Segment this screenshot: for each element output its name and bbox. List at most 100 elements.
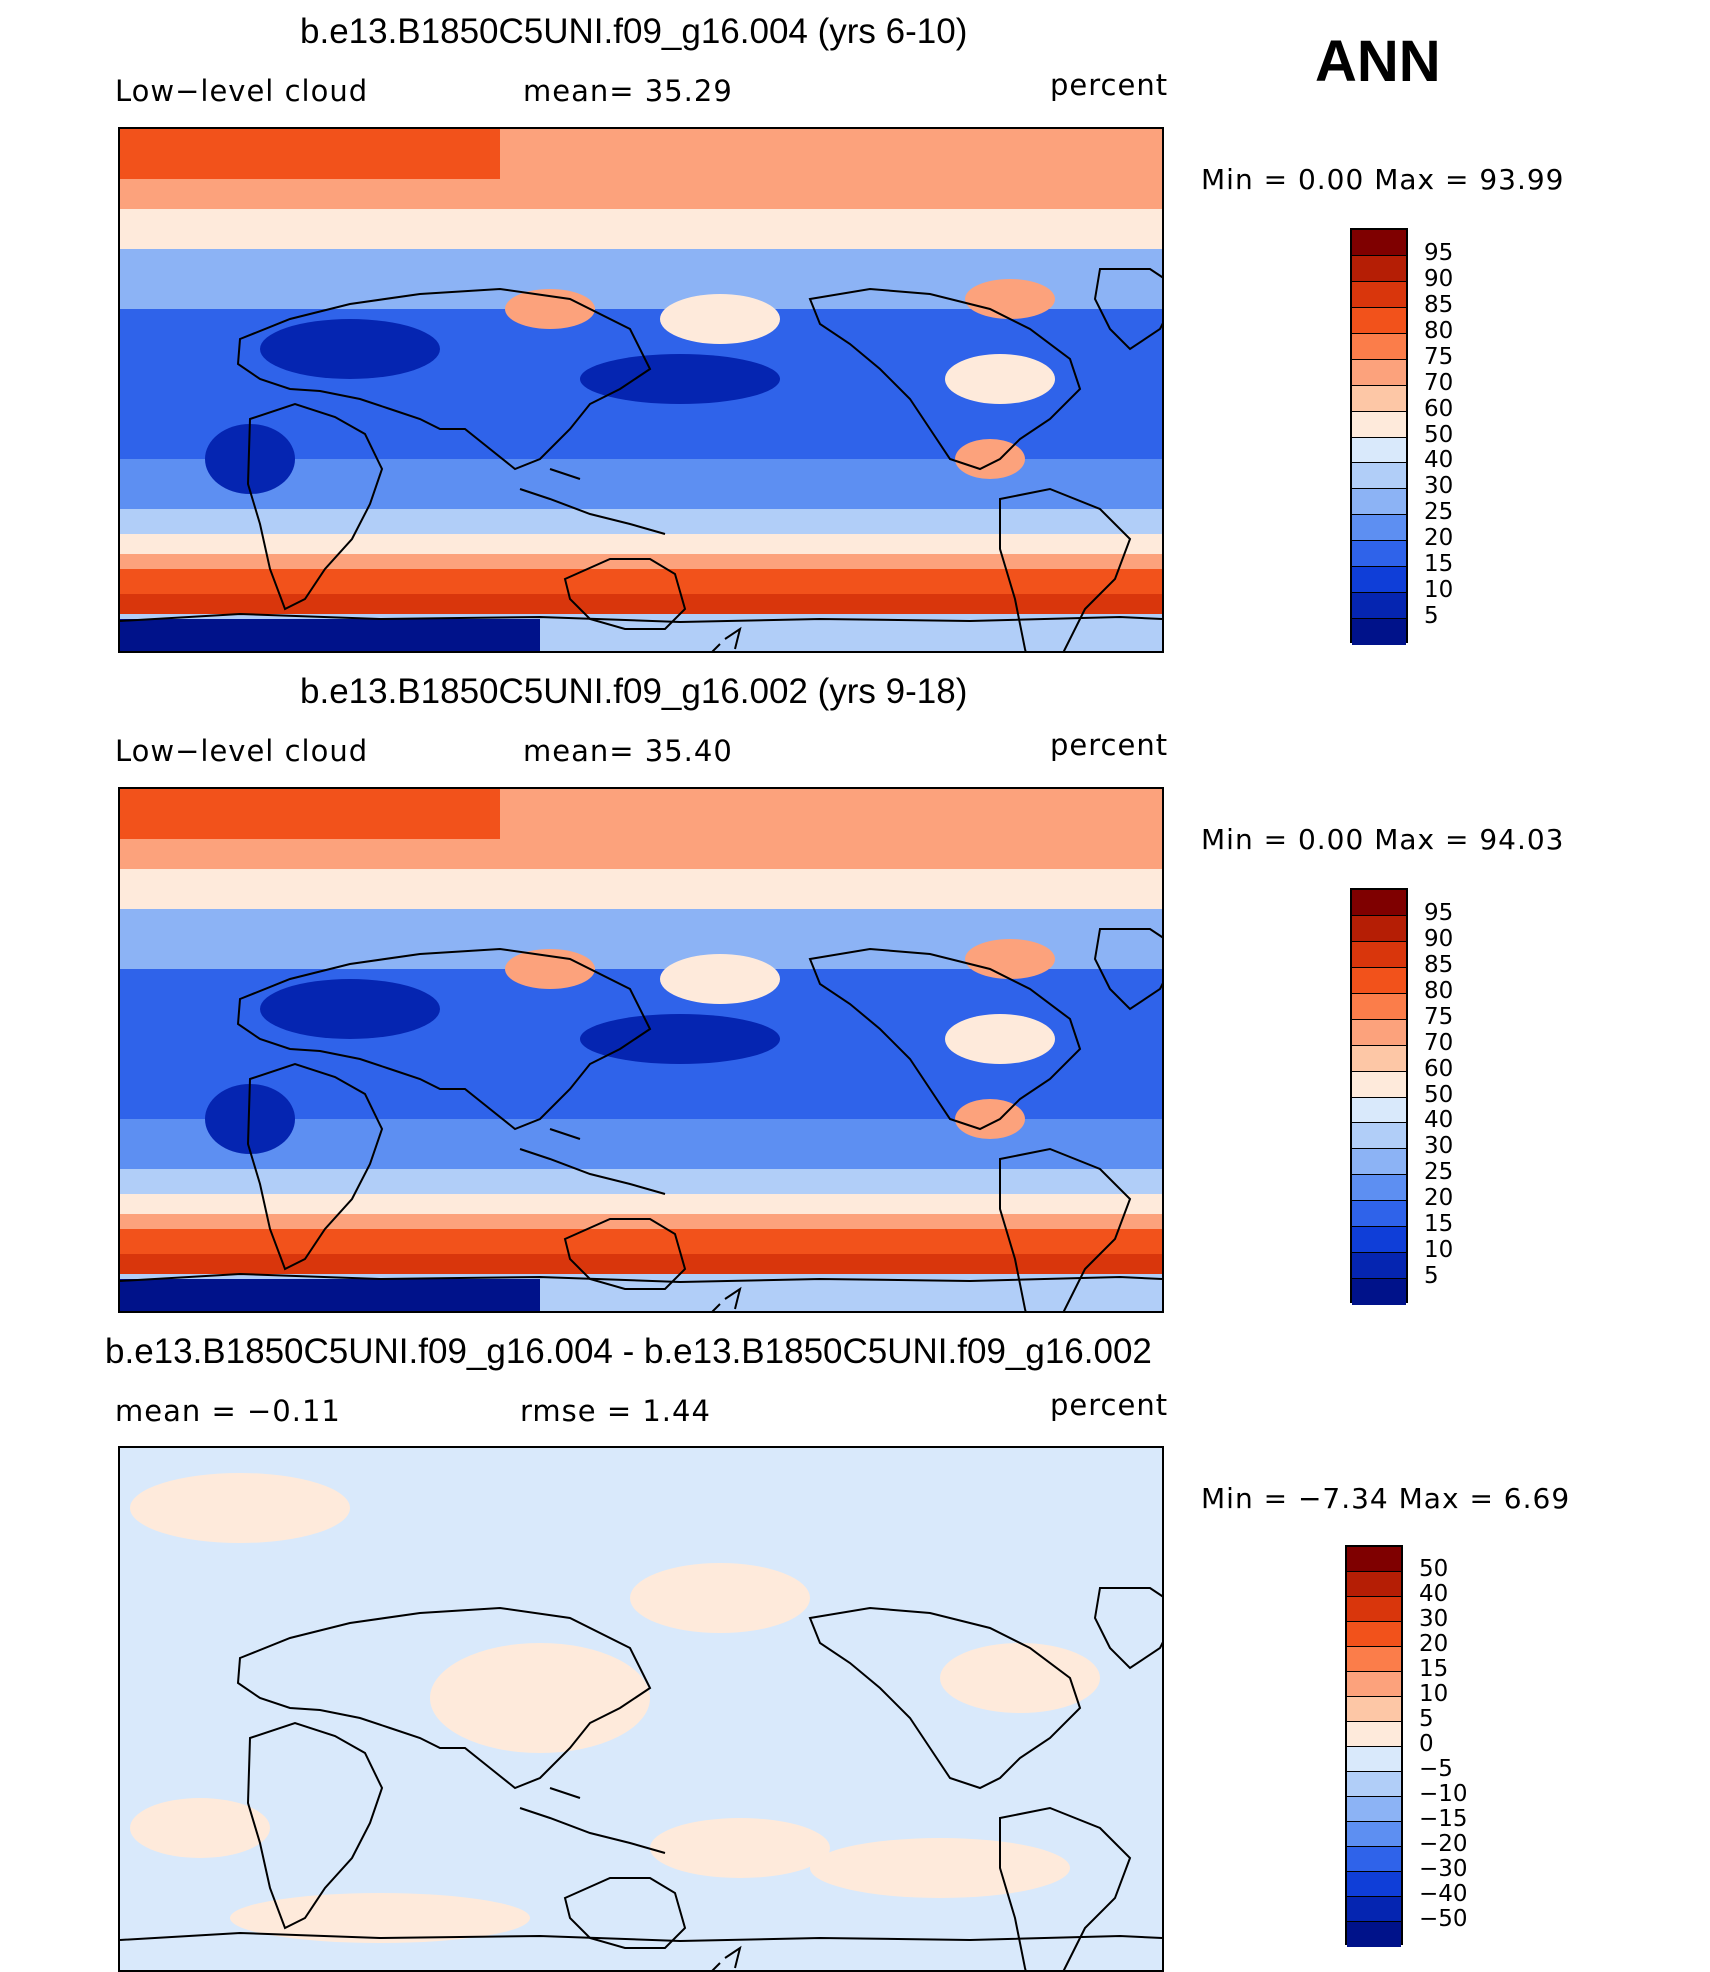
colorbar-tick-label: 5 (1419, 1706, 1434, 1732)
colorbar-swatch (1352, 1071, 1406, 1098)
colorbar-swatch (1352, 541, 1406, 568)
season-label: ANN (1315, 29, 1441, 94)
colorbar-tick-label: 85 (1424, 291, 1454, 318)
colorbar-tick-label: 75 (1424, 343, 1454, 370)
panel-3-rmse-label: rmse = 1.44 (520, 1394, 711, 1428)
colorbar-tick-label: 15 (1424, 551, 1454, 578)
colorbar-tick-label: 50 (1424, 421, 1454, 448)
colorbar-swatches (1345, 1545, 1403, 1947)
colorbar-tick-label: 5 (1424, 1263, 1439, 1290)
colorbar-swatch (1352, 437, 1406, 464)
colorbar-swatch (1352, 281, 1406, 308)
panel-2-map-field (120, 789, 1162, 1311)
colorbar-swatch (1352, 1097, 1406, 1124)
colorbar-tick-label: −50 (1419, 1906, 1468, 1932)
colorbar-tick-label: 40 (1419, 1581, 1449, 1607)
colorbar-tick-label: 10 (1424, 1237, 1454, 1264)
colorbar-swatch (1347, 1772, 1401, 1797)
colorbar-swatch (1352, 1253, 1406, 1280)
panel-3-colorbar: 50 40 30 20 15 10 5 0 −5 −10 −15 −20 −30 −40 −50 (1345, 1545, 1468, 1947)
colorbar-swatch (1352, 411, 1406, 438)
colorbar-tick-label: −10 (1419, 1781, 1468, 1807)
colorbar-swatch (1347, 1747, 1401, 1772)
colorbar-tick-label: 60 (1424, 1055, 1454, 1082)
colorbar-tick-label: 30 (1424, 473, 1454, 500)
colorbar-swatch (1352, 1149, 1406, 1176)
colorbar-tick-label: 70 (1424, 369, 1454, 396)
colorbar-swatch (1347, 1797, 1401, 1822)
colorbar-tick-label: 85 (1424, 951, 1454, 978)
panel-2-variable-label: Low−level cloud (115, 734, 369, 768)
colorbar-tick-label: 40 (1424, 1107, 1454, 1134)
colorbar-swatches (1350, 888, 1408, 1305)
panel-1-mean-label: mean= 35.29 (523, 74, 733, 108)
colorbar-tick-label: 15 (1419, 1656, 1449, 1682)
colorbar-tick-label: 70 (1424, 1029, 1454, 1056)
colorbar-swatch (1347, 1722, 1401, 1747)
panel-3-map-field (120, 1448, 1162, 1970)
colorbar-tick-label: 90 (1424, 265, 1454, 292)
colorbar-tick-label: 90 (1424, 925, 1454, 952)
colorbar-tick-label: 50 (1424, 1081, 1454, 1108)
colorbar-swatch (1347, 1697, 1401, 1722)
colorbar-tick-label: 30 (1424, 1133, 1454, 1160)
colorbar-swatch (1352, 1227, 1406, 1254)
colorbar-swatch (1352, 567, 1406, 594)
colorbar-swatch (1347, 1597, 1401, 1622)
colorbar-tick-label: 20 (1424, 525, 1454, 552)
colorbar-swatch (1352, 255, 1406, 282)
colorbar-swatch (1347, 1872, 1401, 1897)
colorbar-tick-label: 10 (1419, 1681, 1449, 1707)
panel-1-minmax: Min = 0.00 Max = 93.99 (1201, 163, 1565, 196)
colorbar-tick-label: −15 (1419, 1806, 1468, 1832)
colorbar-swatch (1352, 593, 1406, 620)
panel-2-units: percent (1050, 728, 1169, 762)
panel-3-map (118, 1446, 1164, 1972)
colorbar-tick-label: 5 (1424, 603, 1439, 630)
colorbar-tick-label: 75 (1424, 1003, 1454, 1030)
colorbar-swatch (1347, 1572, 1401, 1597)
colorbar-swatch (1352, 915, 1406, 942)
colorbar-swatches (1350, 228, 1408, 645)
colorbar-tick-label: 95 (1424, 899, 1454, 926)
panel-2-map (118, 787, 1164, 1313)
panel-3-title: b.e13.B1850C5UNI.f09_g16.004 - b.e13.B18… (105, 1332, 1152, 1371)
colorbar-swatch (1352, 1201, 1406, 1228)
colorbar-swatch (1347, 1847, 1401, 1872)
colorbar-swatch (1352, 463, 1406, 490)
colorbar-tick-label: 20 (1424, 1185, 1454, 1212)
colorbar-tick-label: −30 (1419, 1856, 1468, 1882)
colorbar-tick-label: 10 (1424, 577, 1454, 604)
colorbar-swatch (1347, 1822, 1401, 1847)
colorbar-swatch (1347, 1922, 1401, 1947)
colorbar-tick-label: 20 (1419, 1631, 1449, 1657)
panel-2-colorbar: 95 90 85 80 75 70 60 50 40 30 25 20 15 10 5 (1350, 888, 1470, 1305)
colorbar-tick-label: −20 (1419, 1831, 1468, 1857)
colorbar-swatch (1352, 489, 1406, 516)
colorbar-tick-label: 80 (1424, 317, 1454, 344)
colorbar-swatch (1352, 1019, 1406, 1046)
colorbar-tick-label: −5 (1419, 1756, 1453, 1782)
colorbar-swatch (1352, 307, 1406, 334)
colorbar-swatch (1352, 967, 1406, 994)
panel-2-title: b.e13.B1850C5UNI.f09_g16.002 (yrs 9-18) (300, 672, 968, 711)
colorbar-tick-label: 30 (1419, 1606, 1449, 1632)
panel-2-mean-label: mean= 35.40 (523, 734, 733, 768)
colorbar-tick-label: 15 (1424, 1211, 1454, 1238)
colorbar-swatch (1352, 619, 1406, 645)
colorbar-tick-label: 25 (1424, 499, 1454, 526)
colorbar-tick-label: 0 (1419, 1731, 1434, 1757)
colorbar-swatch (1352, 333, 1406, 360)
colorbar-swatch (1352, 941, 1406, 968)
colorbar-tick-label: 80 (1424, 977, 1454, 1004)
colorbar-swatch (1352, 515, 1406, 542)
panel-1-title: b.e13.B1850C5UNI.f09_g16.004 (yrs 6-10) (300, 12, 968, 51)
colorbar-swatch (1352, 359, 1406, 386)
colorbar-tick-label: 40 (1424, 447, 1454, 474)
colorbar-swatch (1347, 1897, 1401, 1922)
colorbar-swatch (1347, 1547, 1401, 1572)
panel-1-units: percent (1050, 68, 1169, 102)
colorbar-swatch (1352, 1175, 1406, 1202)
panel-3-units: percent (1050, 1388, 1169, 1422)
colorbar-swatch (1352, 1123, 1406, 1150)
